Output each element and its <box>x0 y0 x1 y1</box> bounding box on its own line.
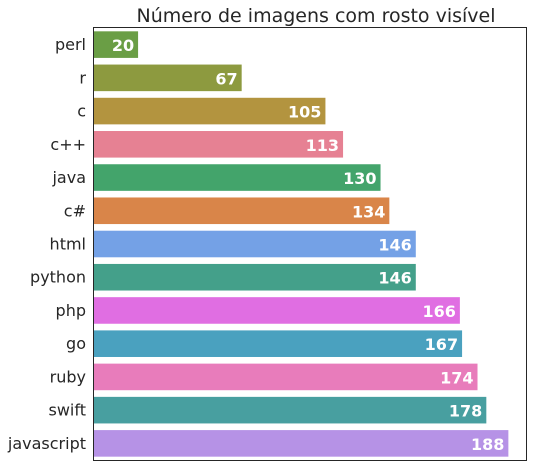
chart-title: Número de imagens com rosto visível <box>136 5 495 27</box>
bar-php <box>94 297 460 324</box>
bar-javascript <box>94 430 509 457</box>
value-label-python: 146 <box>378 269 411 288</box>
bar-html <box>94 230 416 258</box>
y-tick-label-swift: swift <box>49 401 87 420</box>
value-label-csharp: 134 <box>352 202 385 221</box>
bar-ruby <box>94 363 478 391</box>
value-label-html: 146 <box>378 236 411 255</box>
y-tick-label-c: c <box>77 102 86 121</box>
y-tick-label-javascript: javascript <box>7 434 86 453</box>
y-tick-label-ruby: ruby <box>50 367 86 386</box>
value-label-r: 67 <box>215 69 237 88</box>
value-label-perl: 20 <box>112 36 134 55</box>
y-tick-label-go: go <box>66 334 86 353</box>
bar-go <box>94 330 463 357</box>
bar-c <box>94 97 326 125</box>
bar-perl <box>94 31 139 58</box>
y-tick-label-python: python <box>30 268 86 287</box>
y-tick-label-html: html <box>50 235 86 254</box>
y-tick-label-perl: perl <box>55 35 86 54</box>
bar-java <box>94 164 381 191</box>
bar-csharp <box>94 197 390 225</box>
plot-frame <box>93 27 527 461</box>
y-tick-label-cplusplus: c++ <box>50 135 86 154</box>
value-label-javascript: 188 <box>471 435 504 454</box>
value-label-c: 105 <box>288 103 321 122</box>
value-label-swift: 178 <box>449 402 482 421</box>
y-tick-label-java: java <box>51 168 86 187</box>
bar-python <box>94 263 416 291</box>
y-tick-label-r: r <box>79 68 86 87</box>
y-tick-labels: perl rc c++ java c# html python php go ruby swift j… <box>7 35 87 453</box>
y-tick-label-php: php <box>56 301 86 320</box>
value-label-ruby: 174 <box>440 368 473 387</box>
bars-group <box>94 31 509 457</box>
value-label-java: 130 <box>343 169 376 188</box>
value-label-go: 167 <box>425 335 458 354</box>
y-tick-label-csharp: c# <box>64 201 86 220</box>
bar-cplusplus <box>94 131 344 158</box>
bar-swift <box>94 396 487 424</box>
value-label-cplusplus: 113 <box>306 136 339 155</box>
value-label-php: 166 <box>422 302 455 321</box>
bar-r <box>94 64 242 92</box>
